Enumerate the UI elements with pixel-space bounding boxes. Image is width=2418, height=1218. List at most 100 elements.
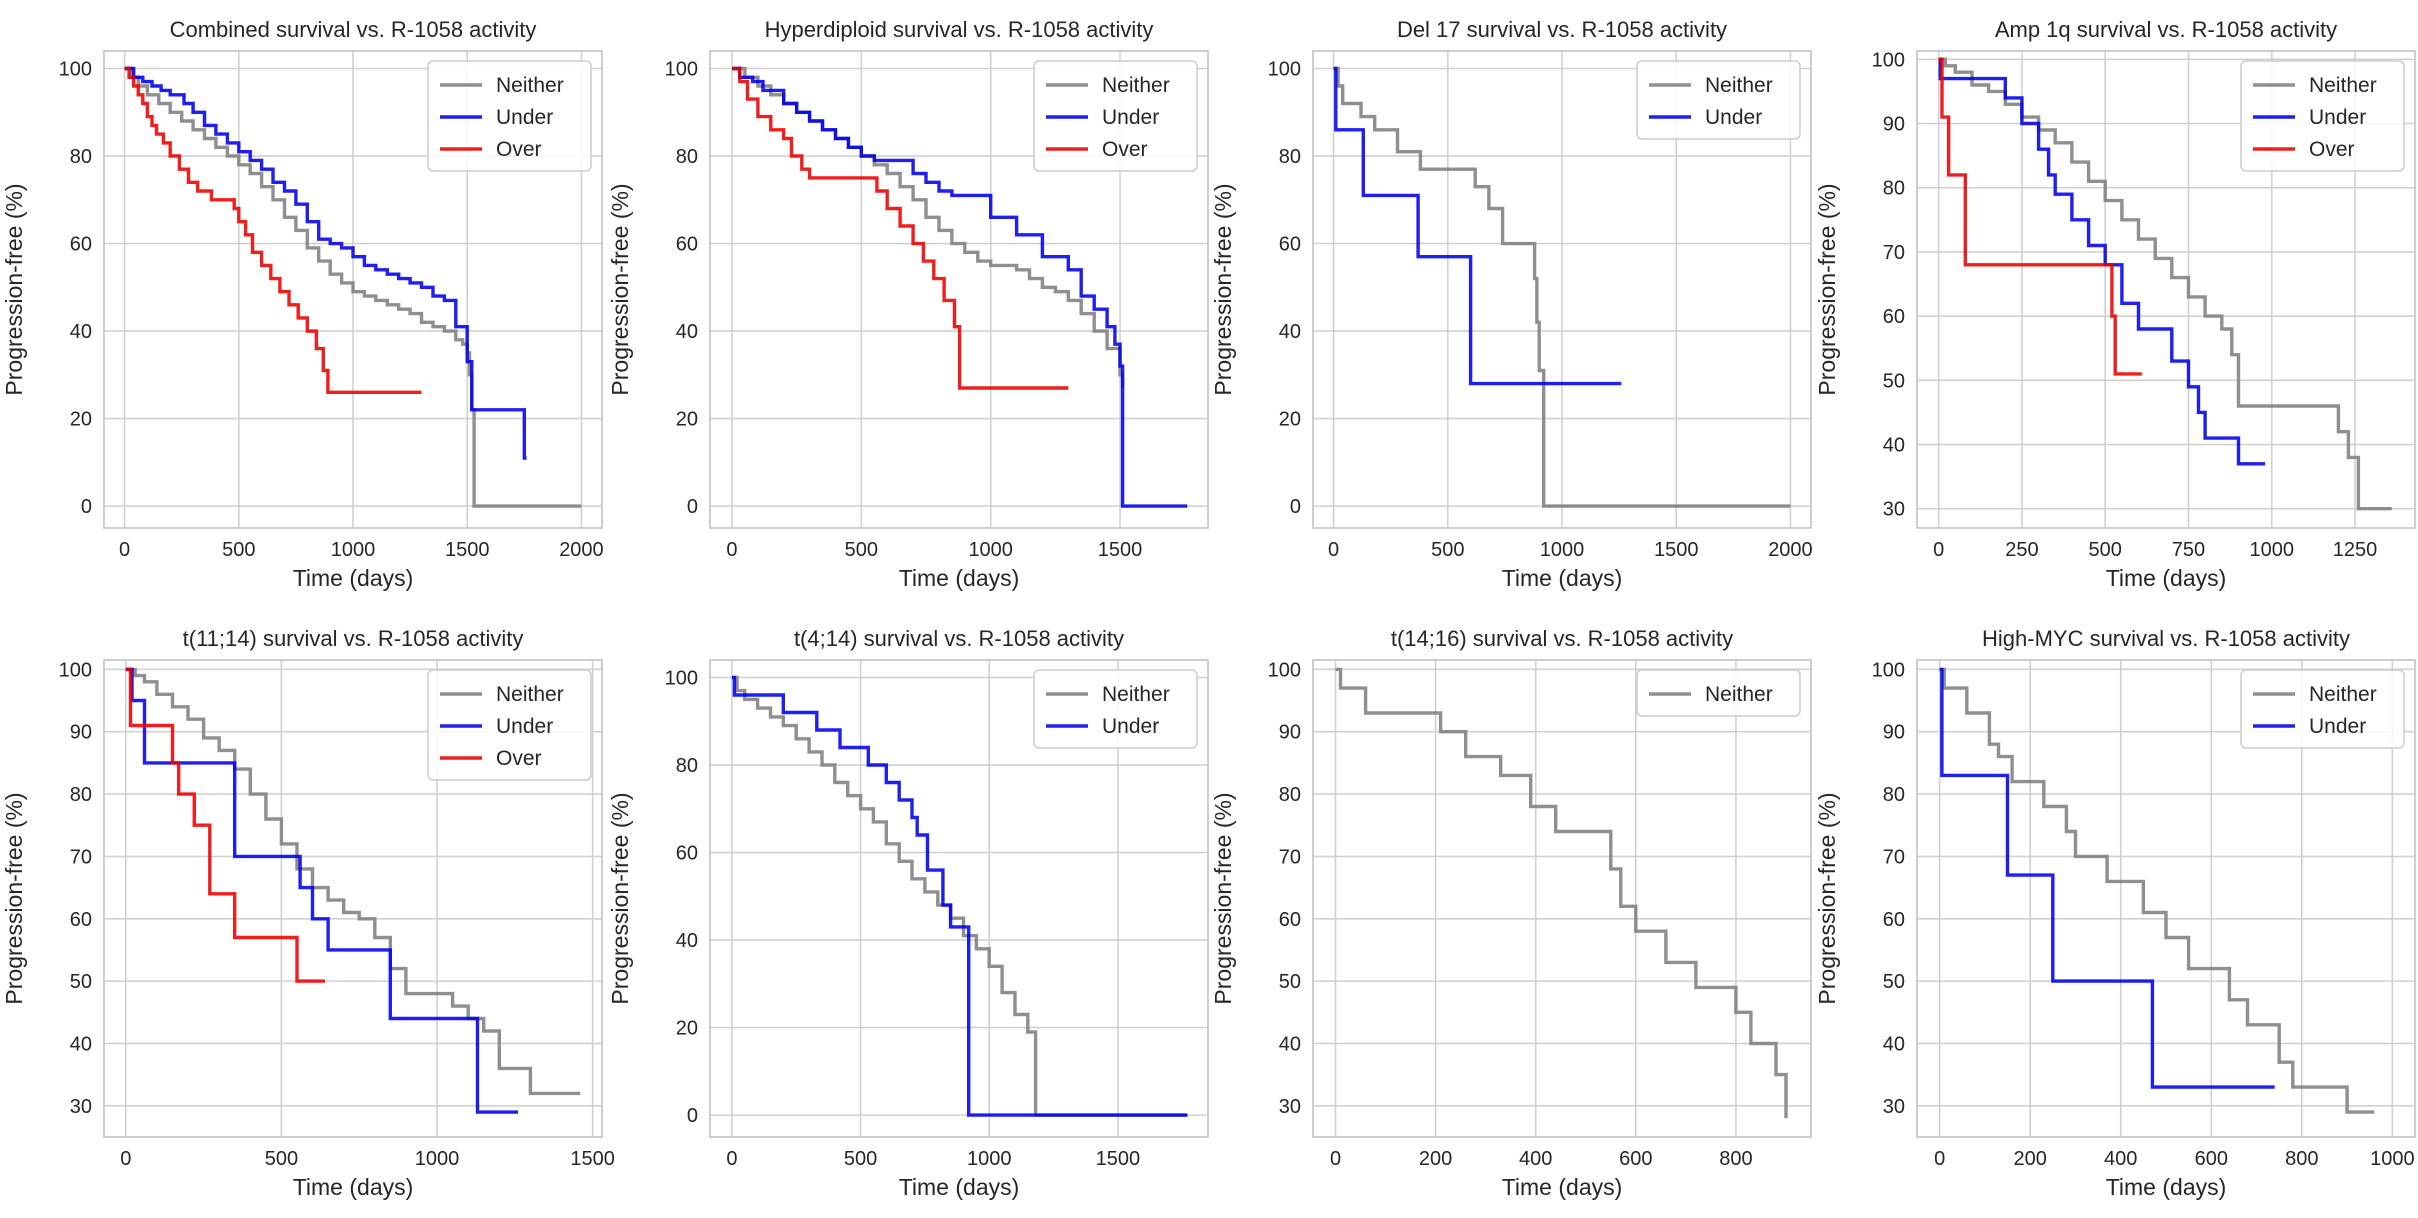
y-tick-label: 90 (70, 722, 92, 744)
km-curve-over (732, 66, 1069, 390)
y-tick-label: 80 (1279, 784, 1301, 806)
x-tick-label: 0 (1328, 539, 1339, 561)
y-tick-label: 30 (1279, 1096, 1301, 1118)
y-tick-label: 20 (1279, 409, 1301, 431)
legend-label: Under (2309, 715, 2366, 738)
km-curve-neither (1939, 667, 2375, 1114)
x-axis-label: Time (days) (293, 1174, 414, 1200)
y-tick-label: 80 (1883, 784, 1905, 806)
chart-panel-3: Del 17 survival vs. R-1058 activity 0 500 1… (1210, 17, 1813, 591)
y-tick-label: 100 (1872, 659, 1905, 681)
x-tick-label: 800 (2285, 1148, 2318, 1170)
y-tick-label: 50 (1883, 370, 1905, 392)
x-axis-label: Time (days) (2106, 565, 2227, 591)
y-tick-label: 70 (70, 846, 92, 868)
y-axis-label: Progression-free (%) (607, 792, 633, 1004)
legend-label: Over (2309, 138, 2355, 161)
legend: Neither Under Over (2240, 60, 2405, 172)
y-tick-label: 40 (1883, 435, 1905, 457)
x-tick-label: 1000 (1540, 539, 1585, 561)
x-tick-label: 0 (120, 1148, 131, 1170)
y-axis-label: Progression-free (%) (607, 183, 633, 395)
y-tick-label: 20 (70, 409, 92, 431)
y-tick-label: 0 (687, 1105, 698, 1127)
y-tick-label: 80 (70, 784, 92, 806)
legend: Neither Under Over (1033, 60, 1198, 172)
chart-title: Amp 1q survival vs. R-1058 activity (1995, 17, 2337, 42)
legend-label: Neither (2309, 74, 2377, 97)
y-tick-label: 20 (676, 409, 698, 431)
legend-box (1636, 669, 1801, 717)
legend-label: Neither (1705, 74, 1773, 97)
km-curve-under (1939, 667, 2275, 1089)
x-tick-label: 1500 (1654, 539, 1699, 561)
plot-frame (103, 50, 603, 529)
legend: Neither Under (1033, 669, 1198, 749)
y-tick-label: 100 (1268, 659, 1301, 681)
chart-title: Hyperdiploid survival vs. R-1058 activit… (765, 17, 1154, 42)
km-curve-under (124, 66, 527, 460)
x-tick-label: 2000 (559, 539, 604, 561)
km-curve-under (731, 675, 1188, 1117)
legend-label: Neither (1705, 683, 1773, 706)
legend-label: Neither (1102, 683, 1170, 706)
y-tick-label: 100 (1268, 59, 1301, 81)
y-tick-label: 100 (665, 59, 698, 81)
chart-panel-5: t(11;14) survival vs. R-1058 activity 0 50… (1, 626, 615, 1200)
x-tick-label: 1000 (331, 539, 376, 561)
x-tick-label: 750 (2172, 539, 2205, 561)
x-tick-label: 400 (1519, 1148, 1552, 1170)
x-axis-label: Time (days) (293, 565, 414, 591)
x-tick-label: 0 (726, 1148, 737, 1170)
y-tick-label: 30 (1883, 1096, 1905, 1118)
legend-label: Under (496, 715, 553, 738)
legend: Neither (1636, 669, 1801, 717)
km-curve-under (125, 667, 518, 1114)
plot-frame (709, 659, 1209, 1138)
y-tick-label: 40 (1279, 321, 1301, 343)
x-tick-label: 200 (1419, 1148, 1452, 1170)
y-tick-label: 80 (70, 146, 92, 168)
x-tick-label: 500 (265, 1148, 298, 1170)
x-tick-label: 1000 (2250, 539, 2295, 561)
x-tick-label: 1500 (1096, 1148, 1141, 1170)
y-tick-label: 90 (1883, 722, 1905, 744)
x-axis-label: Time (days) (2106, 1174, 2227, 1200)
chart-panel-8: High-MYC survival vs. R-1058 activity 0 20… (1814, 626, 2416, 1200)
y-tick-label: 0 (1290, 496, 1301, 518)
km-curve-neither (1333, 66, 1791, 508)
chart-title: t(14;16) survival vs. R-1058 activity (1391, 626, 1733, 651)
x-tick-label: 1500 (445, 539, 490, 561)
y-axis-label: Progression-free (%) (1814, 792, 1840, 1004)
x-tick-label: 0 (1933, 539, 1944, 561)
chart-panel-2: Hyperdiploid survival vs. R-1058 activit… (607, 17, 1209, 591)
y-axis-label: Progression-free (%) (1, 792, 27, 1004)
y-tick-label: 0 (687, 496, 698, 518)
y-tick-label: 100 (59, 59, 92, 81)
y-tick-label: 60 (70, 234, 92, 256)
y-tick-label: 60 (70, 909, 92, 931)
x-tick-label: 500 (222, 539, 255, 561)
x-tick-label: 800 (1719, 1148, 1752, 1170)
legend-label: Neither (496, 683, 564, 706)
y-tick-label: 100 (665, 668, 698, 690)
x-axis-label: Time (days) (899, 1174, 1020, 1200)
y-tick-label: 60 (676, 234, 698, 256)
y-tick-label: 90 (1279, 722, 1301, 744)
x-tick-label: 600 (2195, 1148, 2228, 1170)
legend-label: Neither (496, 74, 564, 97)
km-curve-neither (1938, 57, 2392, 511)
km-curve-neither (125, 667, 581, 1096)
x-axis-label: Time (days) (899, 565, 1020, 591)
legend-label: Under (1102, 106, 1159, 129)
x-tick-label: 1000 (967, 1148, 1012, 1170)
y-axis-label: Progression-free (%) (1814, 183, 1840, 395)
chart-title: t(4;14) survival vs. R-1058 activity (794, 626, 1124, 651)
legend-label: Neither (2309, 683, 2377, 706)
y-tick-label: 80 (1883, 178, 1905, 200)
y-tick-label: 70 (1883, 846, 1905, 868)
y-axis-label: Progression-free (%) (1, 183, 27, 395)
y-tick-label: 70 (1279, 846, 1301, 868)
y-tick-label: 40 (676, 930, 698, 952)
chart-title: Del 17 survival vs. R-1058 activity (1397, 17, 1727, 42)
